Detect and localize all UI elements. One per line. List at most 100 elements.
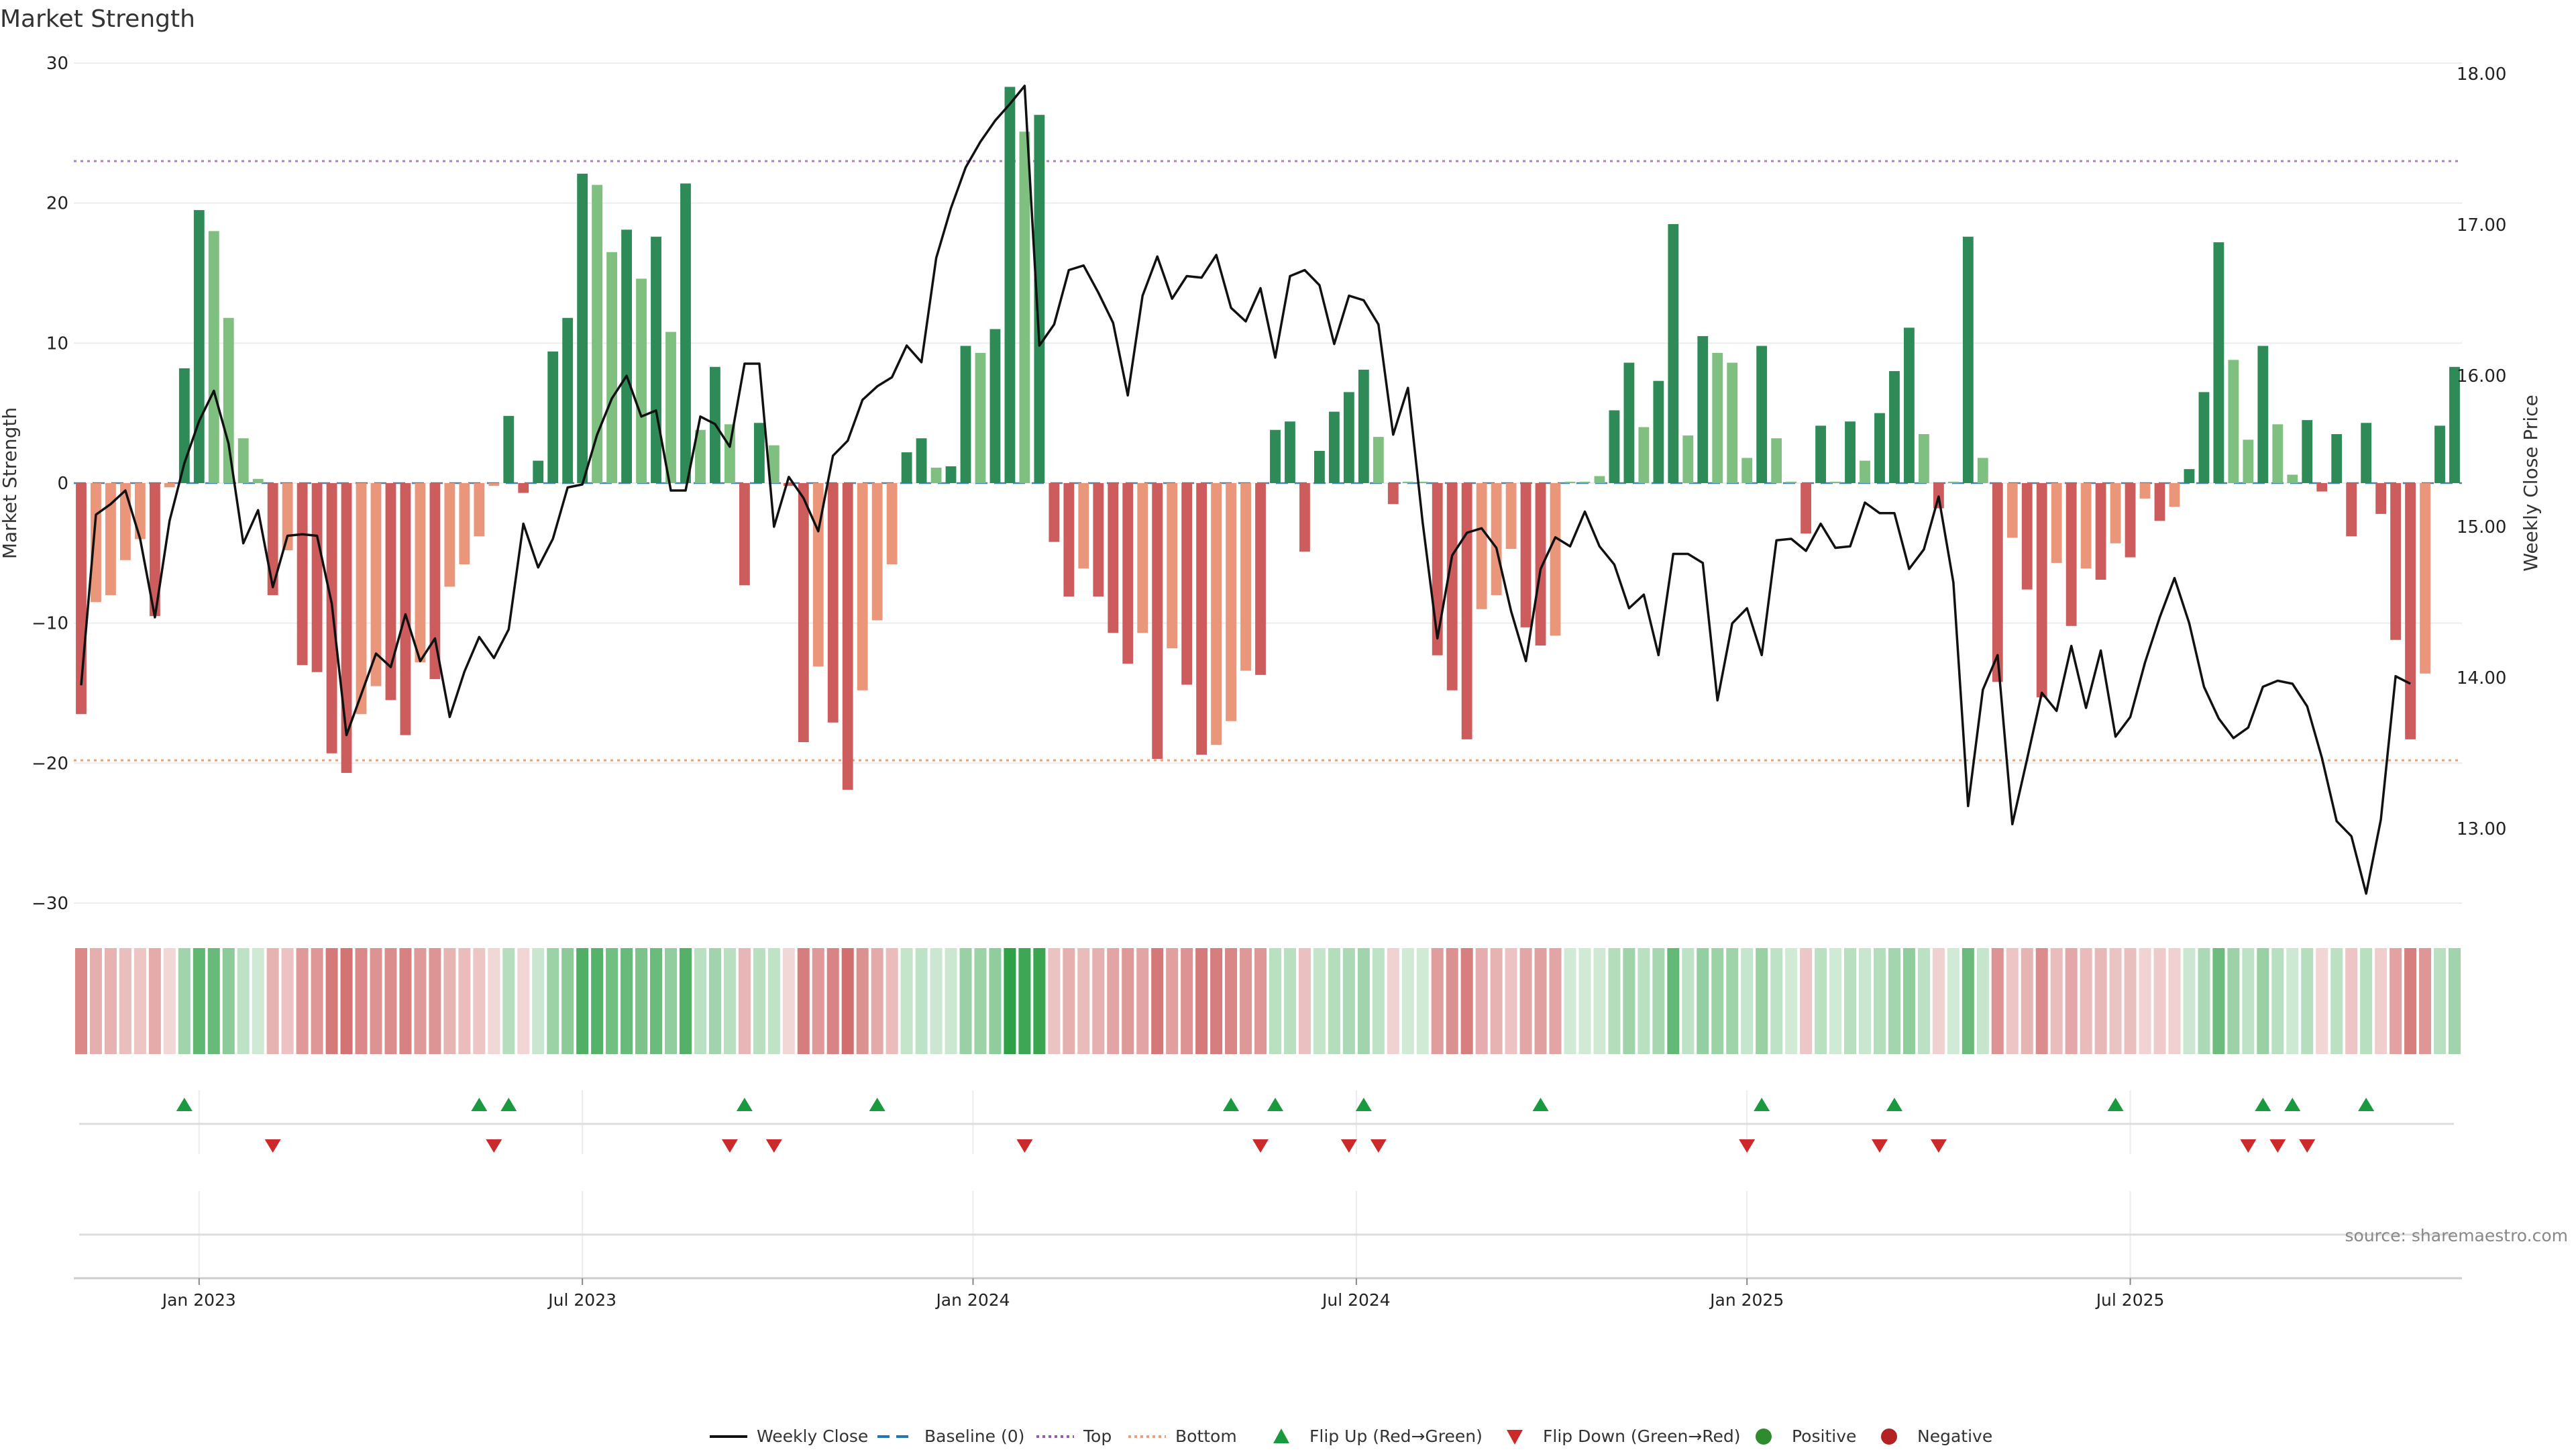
strength-bar <box>1786 481 1797 483</box>
y2-axis: 18.00 17.00 16.00 15.00 14.00 13.00 <box>2457 64 2506 839</box>
strength-bar <box>1947 481 1959 483</box>
heat-cell <box>2345 948 2358 1054</box>
heat-cell <box>856 948 869 1054</box>
strength-bar <box>164 483 175 488</box>
strength-bars <box>76 87 2460 790</box>
heat-cell <box>2449 948 2461 1054</box>
heat-cell <box>414 948 427 1054</box>
heat-cell <box>2404 948 2417 1054</box>
heat-cell <box>399 948 412 1054</box>
strength-bar <box>1004 87 1016 483</box>
legend-label: Weekly Close <box>757 1427 868 1446</box>
x-tick-label: Jul 2023 <box>547 1290 616 1310</box>
strength-bar <box>960 346 971 483</box>
strength-bar <box>1505 483 1517 550</box>
heat-cell <box>1490 948 1503 1054</box>
heat-cell <box>1181 948 1193 1054</box>
strength-bar <box>1314 451 1325 483</box>
heat-cell <box>723 948 736 1054</box>
heat-cell <box>1962 948 1974 1054</box>
heat-cell <box>841 948 854 1054</box>
heat-cell <box>222 948 235 1054</box>
flip-up-marker <box>2358 1098 2375 1111</box>
heat-cell <box>1534 948 1547 1054</box>
heat-cell <box>2360 948 2373 1054</box>
heat-cell <box>517 948 530 1054</box>
y-tick-label: −10 <box>32 614 68 634</box>
strength-bar <box>1299 483 1310 552</box>
heat-cell <box>2330 948 2343 1054</box>
strength-bar <box>2213 242 2224 483</box>
flip-up-marker <box>1754 1098 1770 1111</box>
heat-cell <box>2006 948 2019 1054</box>
strength-bar <box>1564 481 1576 483</box>
strength-bar <box>1918 433 1929 483</box>
heat-cell <box>1858 948 1872 1054</box>
strength-bar <box>1741 458 1753 483</box>
heat-cell <box>2375 948 2387 1054</box>
heat-cell <box>1770 948 1783 1054</box>
strength-bar <box>2021 483 2033 590</box>
strength-bar <box>2051 483 2062 563</box>
y2-tick-label: 17.00 <box>2457 215 2506 236</box>
strength-bar <box>1815 425 1826 483</box>
heat-cell <box>1416 948 1429 1054</box>
heat-cell <box>1063 948 1075 1054</box>
weekly-close-line <box>80 85 2411 895</box>
strength-bar <box>1167 483 1178 649</box>
heat-cell <box>2035 948 2048 1054</box>
strength-bar <box>1122 483 1134 664</box>
strength-bar <box>252 478 264 483</box>
x-tick-label: Jan 2025 <box>1709 1290 1784 1310</box>
flip-up-marker <box>2255 1098 2271 1111</box>
y-axis: 30 20 10 0 −10 −20 −30 <box>32 54 68 914</box>
heat-cell <box>1387 948 1399 1054</box>
heat-cell <box>1667 948 1680 1054</box>
strength-bar <box>385 483 396 701</box>
heat-cell <box>384 948 397 1054</box>
y2-tick-label: 13.00 <box>2457 819 2506 839</box>
strength-bar <box>282 483 293 551</box>
heat-cell <box>989 948 1002 1054</box>
flip-up-marker <box>1355 1098 1372 1111</box>
heat-cell <box>266 948 279 1054</box>
heat-cell <box>1136 948 1149 1054</box>
strength-bar <box>1771 438 1782 483</box>
legend-label: Negative <box>1917 1427 1992 1446</box>
heat-cell <box>1815 948 1827 1054</box>
strength-bar <box>621 229 632 483</box>
heat-cell <box>2257 948 2269 1054</box>
heat-cell <box>1151 948 1164 1054</box>
heat-cell <box>1917 948 1930 1054</box>
strength-bar <box>193 210 205 483</box>
heat-cell <box>885 948 898 1054</box>
heat-cell <box>1298 948 1311 1054</box>
strength-bar <box>1756 346 1768 483</box>
strength-bar <box>1830 481 1841 483</box>
strength-bar <box>2125 483 2136 558</box>
heat-cell <box>2301 948 2314 1054</box>
heat-cell <box>458 948 471 1054</box>
heat-cell <box>2212 948 2225 1054</box>
strength-bar <box>2006 483 2018 538</box>
strength-bar <box>783 483 794 486</box>
heat-cell <box>797 948 810 1054</box>
heat-cell <box>1048 948 1061 1054</box>
strength-bar <box>1181 483 1193 685</box>
strength-bar <box>1152 483 1163 760</box>
heat-cell <box>753 948 765 1054</box>
heat-strip <box>74 948 2461 1054</box>
strength-bar <box>2375 483 2387 514</box>
strength-bar <box>1860 460 1870 483</box>
strength-bar <box>1034 115 1045 483</box>
strength-bar <box>651 236 661 483</box>
strength-bar <box>2272 424 2284 483</box>
x-tick-label: Jan 2023 <box>161 1290 236 1310</box>
strength-bar <box>474 483 485 537</box>
heat-cell <box>1475 948 1488 1054</box>
flip-up-marker <box>1886 1098 1902 1111</box>
heat-cell <box>930 948 943 1054</box>
x-tick-label: Jan 2024 <box>934 1290 1010 1310</box>
strength-bar <box>1226 483 1236 721</box>
